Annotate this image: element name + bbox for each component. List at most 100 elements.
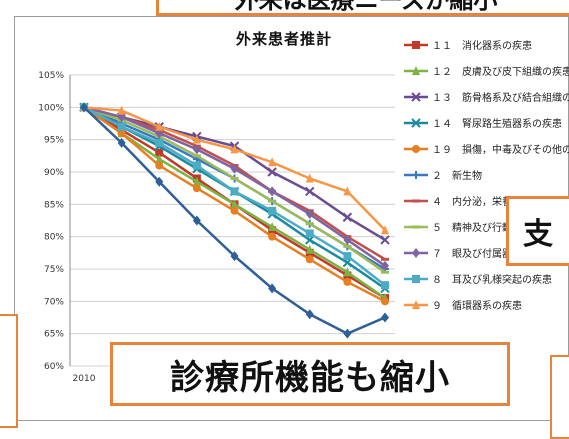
data-point (192, 134, 201, 144)
legend-label: １９ 損傷，中毒及びその他の外因の影響 (432, 143, 569, 156)
data-point (305, 173, 314, 183)
legend-label: １１ 消化器系の疾患 (432, 39, 532, 52)
data-point (268, 199, 277, 203)
y-tick-label: 105% (38, 71, 64, 81)
data-point (117, 122, 126, 131)
data-point (305, 309, 314, 320)
data-point (155, 148, 164, 157)
data-point (155, 138, 164, 147)
y-tick-label: 70% (44, 297, 64, 307)
legend-swatch-marker (412, 199, 420, 203)
y-tick-label: 65% (44, 330, 64, 340)
legend-swatch-marker (412, 171, 420, 179)
legend-swatch-marker (411, 118, 421, 128)
legend-item: １９ 損傷，中毒及びその他の外因の影響 (404, 143, 569, 156)
y-tick-label: 95% (44, 136, 64, 146)
y-tick-label: 75% (44, 265, 64, 275)
series-group (79, 102, 390, 339)
data-point (381, 312, 389, 323)
legend-label: ２ 新生物 (432, 169, 482, 182)
callout-side: 支 (506, 196, 569, 266)
data-point (268, 221, 277, 231)
data-point (117, 105, 126, 115)
legend-label: １２ 皮膚及び皮下組織の疾患 (432, 65, 569, 78)
data-point (381, 270, 389, 274)
data-point (305, 244, 314, 254)
legend-label: ９ 循環器系の疾患 (432, 299, 522, 312)
legend-swatch-marker (412, 248, 420, 258)
data-point (117, 129, 126, 138)
data-point (305, 222, 314, 226)
legend: １１ 消化器系の疾患 １２ 皮膚及び皮下組織の疾患 １３ 筋骨格系及び結合組織の疾患… (404, 39, 569, 312)
x-tick-label: 2010 (73, 374, 96, 384)
data-point (305, 255, 314, 264)
data-point (230, 187, 239, 196)
legend-label: １４ 腎尿路生殖器系の疾患 (432, 117, 562, 130)
legend-item: ８ 耳及び乳様突起の疾患 (404, 273, 552, 286)
data-point (380, 235, 390, 245)
data-point (343, 277, 352, 286)
data-point (230, 144, 239, 154)
legend-label: １３ 筋骨格系及び結合組織の疾患 (432, 91, 569, 104)
data-point (381, 281, 389, 290)
legend-swatch-marker (412, 275, 420, 283)
data-point (230, 163, 239, 174)
legend-swatch-marker (412, 66, 420, 75)
data-point (343, 328, 352, 339)
data-point (192, 184, 201, 193)
data-point (342, 212, 353, 222)
series-10 (80, 103, 389, 290)
legend-item: １３ 筋骨格系及び結合組織の疾患 (404, 91, 569, 104)
series-12 (80, 102, 389, 339)
data-point (268, 186, 277, 197)
data-point (305, 209, 314, 220)
data-point (192, 215, 201, 226)
data-point (192, 176, 201, 186)
y-tick-label: 90% (44, 168, 64, 178)
data-point (80, 102, 88, 113)
data-point (192, 154, 201, 158)
legend-swatch-marker (412, 145, 420, 153)
x-axis-ticks: 2010 (73, 374, 96, 384)
legend-label: ８ 耳及び乳様突起の疾患 (432, 273, 552, 286)
callout-fragment-left (0, 314, 18, 428)
chart-title: 外来患者推計 (236, 30, 333, 48)
legend-swatch-marker (412, 41, 420, 49)
y-tick-label: 60% (44, 362, 64, 372)
data-point (192, 161, 201, 170)
data-point (155, 154, 164, 164)
legend-item: ２ 新生物 (404, 169, 482, 182)
data-point (268, 206, 277, 215)
callout-bottom: 診療所機能も縮小 (110, 342, 510, 406)
data-point (192, 144, 201, 155)
data-point (305, 229, 314, 238)
data-point (155, 176, 164, 187)
y-tick-label: 85% (44, 200, 64, 210)
data-point (343, 267, 352, 277)
legend-item: ９ 循環器系の疾患 (404, 299, 522, 312)
data-point (343, 252, 352, 261)
legend-item: １４ 腎尿路生殖器系の疾患 (404, 117, 562, 130)
data-point (305, 186, 315, 197)
data-point (381, 257, 389, 261)
legend-swatch-marker (411, 92, 421, 102)
data-point (230, 176, 239, 180)
data-point (117, 137, 126, 148)
data-point (343, 186, 352, 196)
data-point (155, 121, 164, 131)
data-point (381, 225, 389, 235)
data-point (343, 244, 352, 248)
data-point (268, 157, 277, 167)
data-point (230, 199, 239, 209)
data-point (230, 206, 239, 215)
y-axis-ticks: 60% 65% 70% 75% 80% 85% 90% 95% 100% 105% (38, 71, 64, 372)
data-point (268, 283, 277, 294)
line-chart: 60% 65% 70% 75% 80% 85% 90% 95% 100% 105% 2010 １１… (38, 39, 569, 384)
legend-item: １２ 皮膚及び皮下組織の疾患 (404, 65, 569, 78)
legend-item: １１ 消化器系の疾患 (404, 39, 532, 52)
y-tick-label: 100% (38, 103, 64, 113)
data-point (230, 251, 239, 262)
data-point (381, 297, 389, 306)
callout-fragment-right (550, 355, 569, 439)
